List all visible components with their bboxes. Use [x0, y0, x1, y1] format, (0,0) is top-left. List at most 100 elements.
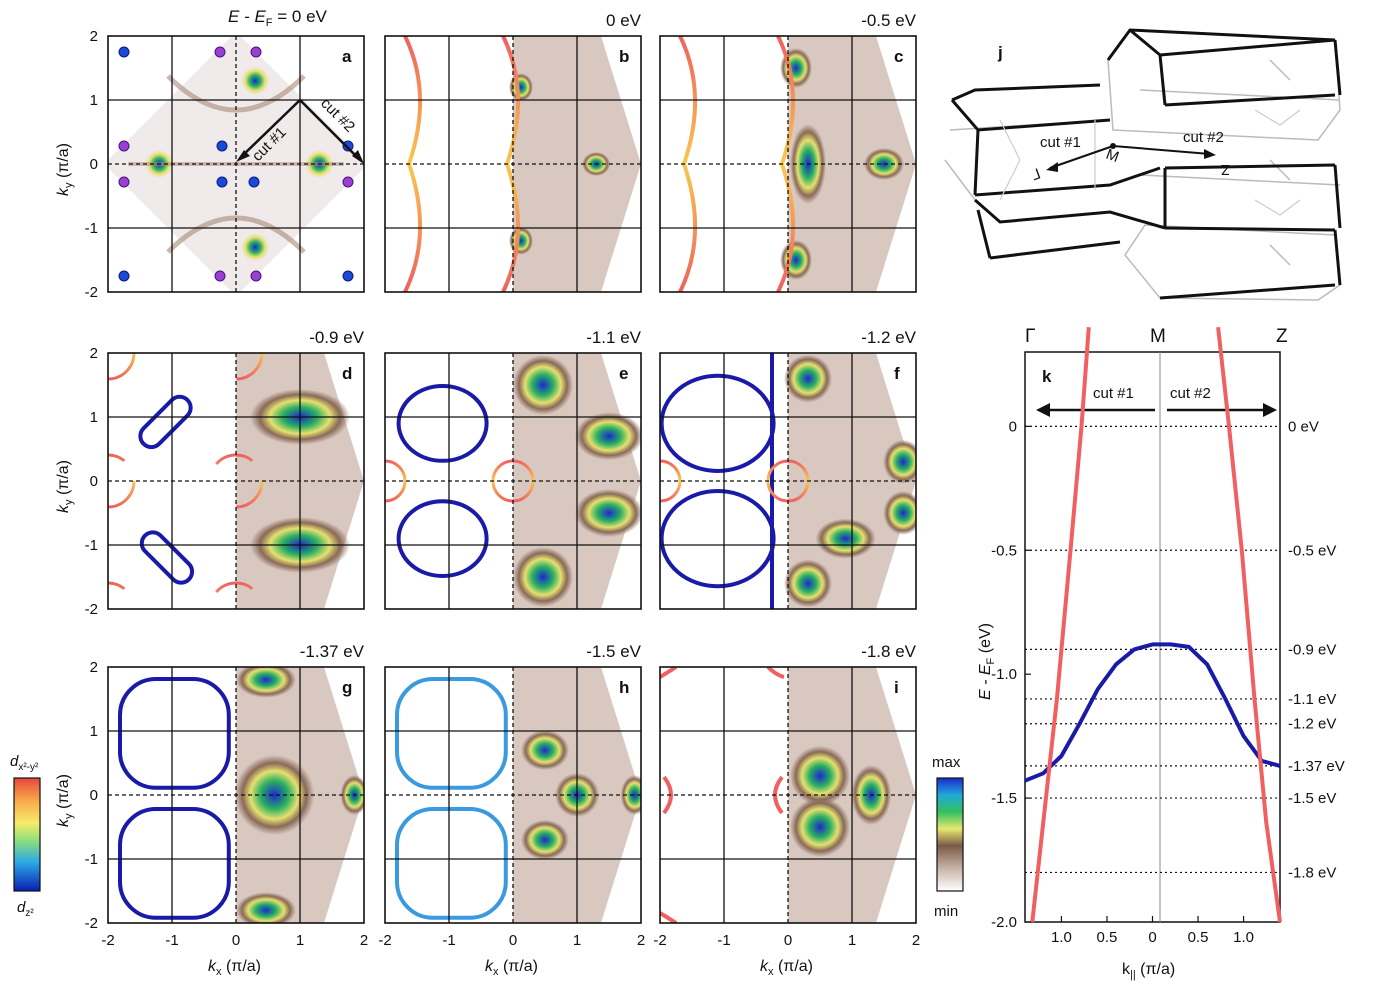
k-x-tick: 0 [1148, 929, 1156, 946]
atom-dot [118, 270, 130, 282]
j-gamma-label: Γ [1029, 164, 1043, 183]
panel-label-e: e [619, 364, 628, 383]
panel-energy-g: -1.37 eV [300, 642, 365, 661]
band-series-2 [1216, 326, 1282, 923]
calc-pocket [396, 384, 489, 463]
calc-pocket [138, 394, 193, 450]
intensity-peak [521, 730, 569, 771]
y-tick-label: 1 [90, 409, 98, 426]
atom-dot [342, 270, 354, 282]
calc-pocket [396, 499, 489, 578]
panel-frame [107, 666, 365, 924]
atom-dot [216, 140, 228, 152]
orbital-bottom-label: dz² [17, 899, 34, 919]
intensity-peak [575, 489, 641, 537]
calc-pocket [139, 530, 195, 585]
band-series-0 [1024, 642, 1281, 783]
panel-d: d -0.9 eV -2 -1 0 1 2 ky (π/a) [55, 328, 365, 618]
panel-frame [384, 666, 642, 924]
calc-pocket [660, 373, 776, 473]
x-tick-label: 0 [784, 932, 792, 949]
panel-label-a: a [342, 47, 352, 66]
k-xlabel: k|| (π/a) [1122, 961, 1175, 981]
intensity-peak [236, 667, 296, 698]
atom-dot [342, 140, 354, 152]
x-tick-label: -1 [165, 932, 178, 949]
panel-label-k: k [1042, 367, 1052, 386]
x-tick-label: 1 [296, 932, 304, 949]
y-tick-label: 0 [90, 473, 98, 490]
panel-a: a -2 -1 0 1 2 ky (π/a) [55, 28, 365, 301]
panel-frame [384, 35, 642, 293]
energy-guide-label: -1.2 eV [1288, 716, 1336, 733]
panel-f: f -1.2 eV [659, 328, 917, 610]
y-tick-label: 1 [90, 723, 98, 740]
x-tick-label: -2 [378, 932, 391, 949]
calc-band [660, 459, 682, 503]
atom-dot [214, 270, 226, 282]
panel-energy-f: -1.2 eV [861, 328, 916, 347]
x-tick-label: 2 [360, 932, 368, 949]
y-tick-label: 2 [90, 659, 98, 676]
intensity-min-label: min [934, 903, 958, 920]
calc-pocket [118, 677, 231, 790]
x-tick-label: 0 [232, 932, 240, 949]
energy-header: E - EF = 0 eV [228, 7, 328, 29]
band-series-1 [1030, 327, 1091, 923]
j-cut2-label: cut #2 [1183, 129, 1224, 146]
atom-dot [118, 46, 130, 58]
atom-dot [216, 176, 228, 188]
intensity-peak [784, 354, 832, 403]
kx-axis-label: kx (π/a) [485, 958, 538, 978]
k-y-tick: -2.0 [991, 914, 1017, 931]
y-tick-label: -1 [85, 851, 98, 868]
atom-dot [250, 270, 262, 282]
panel-label-i: i [894, 678, 899, 697]
atom-dot [248, 176, 260, 188]
k-y-tick: -0.5 [991, 542, 1017, 559]
intensity-peak [236, 892, 296, 923]
panel-label-h: h [619, 678, 629, 697]
panel-frame [107, 352, 365, 610]
panel-frame [659, 35, 917, 293]
j-z-label: Z [1221, 161, 1230, 178]
intensity-peak [883, 439, 916, 484]
y-tick-label: 2 [90, 28, 98, 45]
k-y-tick: -1.0 [991, 666, 1017, 683]
calc-pocket [395, 677, 508, 790]
y-tick-label: -1 [85, 220, 98, 237]
energy-guide-label: -1.5 eV [1288, 790, 1336, 807]
intensity-peak [340, 775, 364, 815]
intensity-peak [790, 745, 850, 806]
calc-pocket [395, 807, 508, 920]
intensity-peak [784, 559, 832, 608]
orbital-top-label: dx²-y² [10, 753, 39, 773]
panel-frame [659, 352, 917, 610]
energy-guide-label: -1.8 eV [1288, 864, 1336, 881]
panel-g: g -1.37 eV -2 -1 0 1 2 ky (π/a) -2 -1 0 1 2 kx (π/a) [55, 642, 368, 978]
ky-axis-label: ky (π/a) [55, 460, 75, 513]
kx-axis-label: kx (π/a) [760, 958, 813, 978]
panel-label-c: c [894, 47, 903, 66]
x-tick-label: 2 [637, 932, 645, 949]
calc-band [208, 581, 264, 609]
orbital-colorbar: dx²-y² dz² [10, 753, 41, 919]
panel-j-brillouin-zones: j [944, 28, 1342, 301]
k-y-tick: 0 [1009, 418, 1017, 435]
panel-energy-e: -1.1 eV [586, 328, 641, 347]
x-tick-label: -2 [653, 932, 666, 949]
energy-guide-label: -1.37 eV [1288, 758, 1345, 775]
calc-pocket [660, 489, 776, 589]
panel-frame [384, 352, 642, 610]
x-tick-label: 1 [848, 932, 856, 949]
panel-i: i -1.8 eV -2 -1 0 1 2 kx (π/a) [653, 642, 920, 978]
panel-energy-i: -1.8 eV [861, 642, 916, 661]
intensity-max-label: max [932, 754, 961, 771]
j-m-label: M [1104, 146, 1122, 166]
k-x-tick: 1.0 [1233, 929, 1254, 946]
panel-e: e -1.1 eV [384, 328, 642, 610]
ky-axis-label: ky (π/a) [55, 143, 75, 196]
y-tick-label: -2 [85, 601, 98, 618]
panel-label-g: g [342, 678, 352, 697]
